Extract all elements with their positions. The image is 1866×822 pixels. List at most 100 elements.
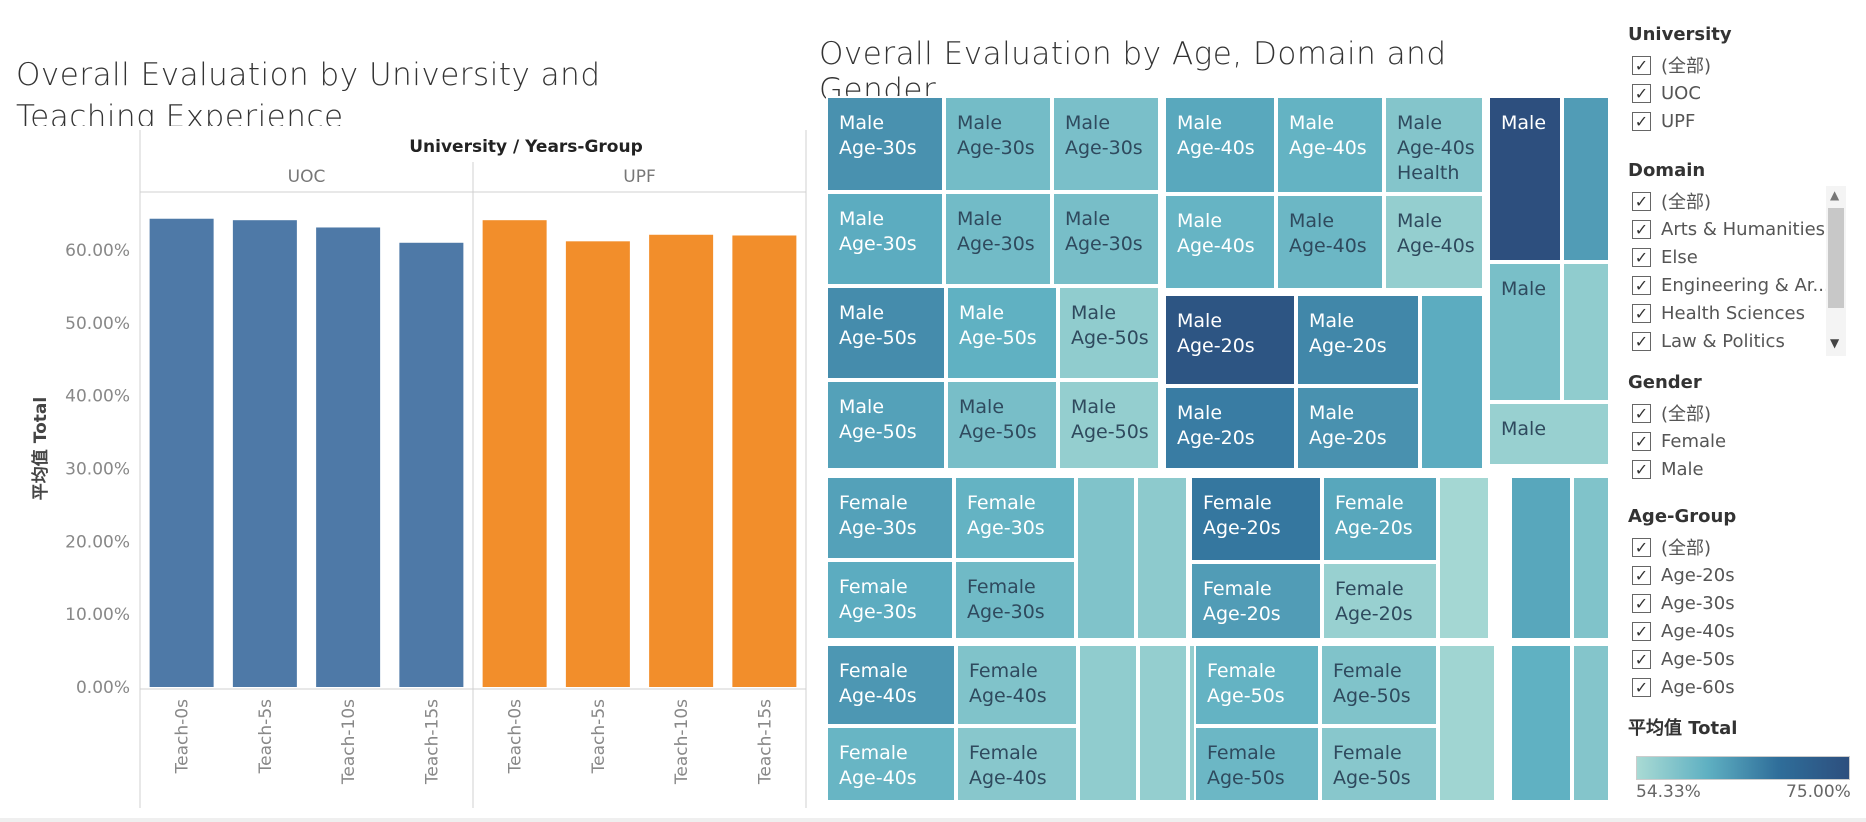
treemap-cell[interactable]: Male Age-20s <box>1296 386 1420 470</box>
treemap-cell-label: Male <box>839 396 885 418</box>
treemap-cell[interactable] <box>1438 644 1496 802</box>
age-group-option[interactable]: ✓ Age-60s <box>1632 674 1735 700</box>
checkbox-checked-icon[interactable]: ✓ <box>1632 219 1651 239</box>
checkbox-checked-icon[interactable]: ✓ <box>1632 275 1651 295</box>
domain-option[interactable]: ✓ Engineering & Ar... <box>1632 272 1830 298</box>
domain-option[interactable]: ✓ (全部) <box>1632 188 1711 214</box>
checkbox-checked-icon[interactable]: ✓ <box>1632 677 1651 697</box>
treemap-cell[interactable]: Male Age-50s <box>826 286 946 380</box>
treemap-cell[interactable]: Male Age-40s Health <box>1384 96 1484 194</box>
domain-scrollbar[interactable]: ▲ ▼ <box>1826 186 1846 356</box>
gender-option[interactable]: ✓ (全部) <box>1632 400 1711 426</box>
treemap-cell[interactable]: Male Age-50s <box>1058 286 1160 380</box>
treemap-cell[interactable]: Male Age-40s <box>1164 96 1276 194</box>
treemap-cell[interactable]: Female Age-40s <box>956 726 1078 802</box>
checkbox-checked-icon[interactable]: ✓ <box>1632 537 1651 557</box>
treemap-cell[interactable]: Male Age-30s <box>1052 96 1160 192</box>
treemap-cell[interactable]: Female Age-20s <box>1322 476 1438 562</box>
treemap-cell[interactable]: Female Age-40s <box>956 644 1078 726</box>
treemap-cell[interactable]: Female Age-50s <box>1320 726 1438 802</box>
checkbox-checked-icon[interactable]: ✓ <box>1632 459 1651 479</box>
domain-option[interactable]: ✓ Health Sciences <box>1632 300 1805 326</box>
domain-option[interactable]: ✓ Law & Politics <box>1632 328 1785 354</box>
treemap-cell[interactable]: Female Age-30s <box>826 560 954 640</box>
checkbox-checked-icon[interactable]: ✓ <box>1632 55 1651 75</box>
gender-option[interactable]: ✓ Male <box>1632 456 1704 482</box>
checkbox-checked-icon[interactable]: ✓ <box>1632 111 1651 131</box>
treemap-cell[interactable]: Female Age-20s <box>1322 562 1438 640</box>
treemap-cell[interactable]: Male Age-20s <box>1296 294 1420 386</box>
age-group-option[interactable]: ✓ Age-40s <box>1632 618 1735 644</box>
treemap-cell[interactable]: Female Age-40s <box>826 726 956 802</box>
checkbox-checked-icon[interactable]: ✓ <box>1632 247 1651 267</box>
treemap-cell[interactable]: Female Age-50s <box>1194 726 1320 802</box>
treemap-cell[interactable]: Male Age-20s <box>1164 294 1296 386</box>
treemap-cell[interactable]: Male Age-50s <box>946 286 1058 380</box>
treemap-cell[interactable]: Male Age-40s <box>1276 96 1384 194</box>
university-option[interactable]: ✓ UOC <box>1632 80 1701 106</box>
treemap-cell[interactable]: Male Age-40s <box>1164 194 1276 290</box>
treemap-cell[interactable]: Male Age-50s <box>826 380 946 470</box>
treemap-cell[interactable]: Male Age-30s <box>944 96 1052 192</box>
option-label: Arts & Humanities <box>1661 218 1826 240</box>
treemap-cell[interactable] <box>1562 262 1610 402</box>
treemap-cell-label: Male <box>1177 402 1223 424</box>
treemap-cell[interactable]: Male <box>1488 96 1562 262</box>
treemap-cell[interactable] <box>1562 96 1610 262</box>
age-group-option[interactable]: ✓ Age-30s <box>1632 590 1735 616</box>
treemap-cell[interactable]: Male <box>1488 402 1610 466</box>
age-group-option[interactable]: ✓ Age-50s <box>1632 646 1735 672</box>
treemap-cell[interactable]: Male Age-30s <box>826 96 944 192</box>
checkbox-checked-icon[interactable]: ✓ <box>1632 649 1651 669</box>
treemap-cell[interactable]: Male Age-20s <box>1164 386 1296 470</box>
treemap-cell[interactable]: Female Age-50s <box>1194 644 1320 726</box>
checkbox-checked-icon[interactable]: ✓ <box>1632 83 1651 103</box>
treemap-cell[interactable] <box>1510 644 1572 802</box>
scroll-thumb[interactable] <box>1828 208 1844 308</box>
y-axis-title: 平均值 Total <box>30 397 51 500</box>
treemap-cell[interactable] <box>1572 644 1610 802</box>
treemap-cell[interactable] <box>1078 644 1138 802</box>
treemap-cell[interactable]: Female Age-30s <box>954 560 1076 640</box>
treemap-cell[interactable]: Male Age-50s <box>1058 380 1160 470</box>
checkbox-checked-icon[interactable]: ✓ <box>1632 303 1651 323</box>
checkbox-checked-icon[interactable]: ✓ <box>1632 565 1651 585</box>
scroll-up-icon[interactable]: ▲ <box>1830 188 1840 202</box>
age-group-option[interactable]: ✓ (全部) <box>1632 534 1711 560</box>
checkbox-checked-icon[interactable]: ✓ <box>1632 621 1651 641</box>
university-option[interactable]: ✓ (全部) <box>1632 52 1711 78</box>
treemap-cell[interactable] <box>1420 294 1484 470</box>
treemap-cell-label: Age-40s <box>969 767 1047 789</box>
scroll-down-icon[interactable]: ▼ <box>1830 336 1840 350</box>
treemap-cell[interactable]: Male <box>1488 262 1562 402</box>
treemap-cell[interactable]: Female Age-30s <box>954 476 1076 560</box>
age-group-option[interactable]: ✓ Age-20s <box>1632 562 1735 588</box>
checkbox-checked-icon[interactable]: ✓ <box>1632 431 1651 451</box>
treemap-cell[interactable]: Female Age-30s <box>826 476 954 560</box>
treemap-cell[interactable] <box>1076 476 1136 640</box>
treemap-cell[interactable]: Male Age-30s <box>826 192 944 286</box>
treemap-cell-label: Age-30s <box>957 137 1035 159</box>
treemap-cell[interactable]: Male Age-40s <box>1384 194 1484 290</box>
treemap-cell[interactable]: Female Age-20s <box>1190 476 1322 562</box>
treemap-cell[interactable] <box>1438 476 1490 640</box>
treemap-cell[interactable]: Male Age-50s <box>946 380 1058 470</box>
checkbox-checked-icon[interactable]: ✓ <box>1632 403 1651 423</box>
university-option[interactable]: ✓ UPF <box>1632 108 1695 134</box>
treemap-cell[interactable]: Female Age-50s <box>1320 644 1438 726</box>
checkbox-checked-icon[interactable]: ✓ <box>1632 191 1651 211</box>
treemap-cell[interactable]: Male Age-30s <box>944 192 1052 286</box>
checkbox-checked-icon[interactable]: ✓ <box>1632 331 1651 351</box>
treemap-cell[interactable]: Female Age-40s <box>826 644 956 726</box>
checkbox-checked-icon[interactable]: ✓ <box>1632 593 1651 613</box>
treemap-cell-label: Age-20s <box>1335 603 1413 625</box>
treemap-cell[interactable] <box>1572 476 1610 640</box>
domain-option[interactable]: ✓ Arts & Humanities <box>1632 216 1825 242</box>
treemap-cell[interactable]: Female Age-20s <box>1190 562 1322 640</box>
domain-option[interactable]: ✓ Else <box>1632 244 1698 270</box>
treemap-cell[interactable]: Male Age-30s <box>1052 192 1160 286</box>
treemap-cell[interactable]: Male Age-40s <box>1276 194 1384 290</box>
gender-option[interactable]: ✓ Female <box>1632 428 1726 454</box>
option-label: Age-30s <box>1661 592 1735 614</box>
treemap-cell[interactable] <box>1510 476 1572 640</box>
